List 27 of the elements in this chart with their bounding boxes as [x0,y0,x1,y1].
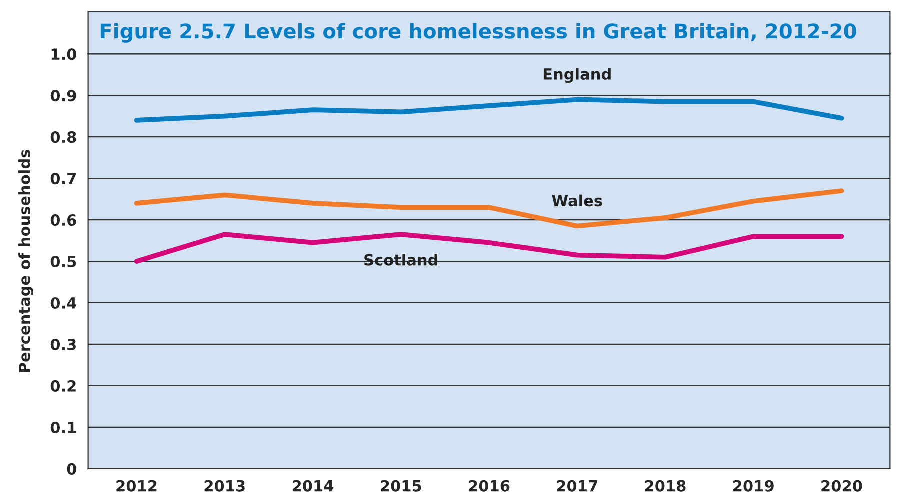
line-series [134,97,844,123]
x-tick-label: 2013 [204,480,245,492]
y-tick-label: 0.2 [50,380,76,392]
y-tick-label: 0.8 [50,132,76,144]
x-tick-label: 2016 [469,480,510,492]
series-label: Wales [552,194,602,207]
y-tick-label: 0.6 [50,214,76,226]
x-tick-label: 2015 [381,480,422,492]
y-tick-label: 0 [67,463,76,475]
y-axis-title: Percentage of households [18,150,34,372]
y-tick-label: 0.1 [50,422,76,434]
x-tick-label: 2020 [822,480,862,492]
chart-title: Figure 2.5.7 Levels of core homelessness in Great Britain, 2012-20 [100,23,856,43]
x-tick-label: 2018 [645,480,686,492]
x-tick-label: 2019 [734,480,774,492]
x-tick-label: 2014 [292,480,334,492]
y-tick-label: 1.0 [52,48,76,60]
line-series [134,232,844,264]
x-tick-label: 2012 [116,480,157,492]
line-series [134,188,844,229]
y-tick-label: 0.7 [50,173,76,185]
series-label: England [544,68,611,84]
y-tick-label: 0.3 [50,338,76,351]
y-tick-label: 0.5 [50,256,76,268]
y-tick-label: 0.4 [50,297,76,310]
x-tick-label: 2017 [557,480,598,492]
y-tick-label: 0.9 [50,90,76,102]
